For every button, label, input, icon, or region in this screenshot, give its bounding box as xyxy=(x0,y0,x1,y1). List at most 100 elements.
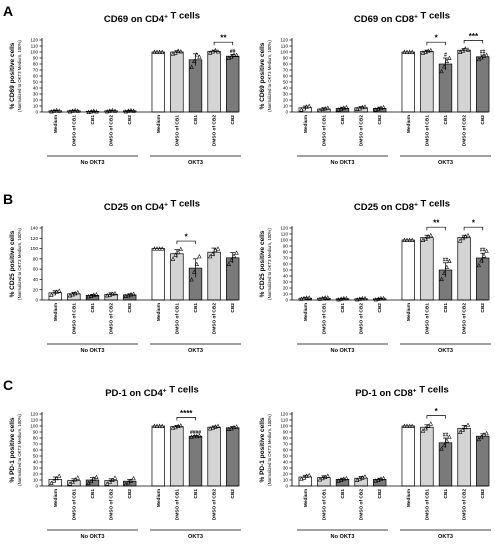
data-point xyxy=(178,423,183,428)
data-point xyxy=(463,46,468,51)
data-point xyxy=(160,423,165,428)
bar xyxy=(438,63,453,113)
y-tick-label: 50 xyxy=(283,268,289,273)
data-point xyxy=(210,251,215,256)
data-point xyxy=(404,423,410,428)
y-tick-label: 110 xyxy=(281,418,289,423)
x-tick-label: CB1 xyxy=(90,303,96,313)
y-tick-label: 80 xyxy=(33,62,39,67)
x-tick-label: DMSO of CB1 xyxy=(174,115,180,147)
x-tick-label: CB1 xyxy=(443,303,449,313)
x-tick-label: CB1 xyxy=(193,489,199,499)
data-point xyxy=(402,237,407,242)
data-point xyxy=(197,433,202,438)
y-tick-label: 60 xyxy=(33,74,39,79)
data-point xyxy=(131,291,136,296)
x-tick-label: CB1 xyxy=(193,115,199,125)
data-point xyxy=(89,293,94,298)
data-point xyxy=(91,108,96,113)
data-point xyxy=(234,424,239,429)
bar xyxy=(188,435,203,487)
data-point xyxy=(192,269,197,274)
data-point xyxy=(110,291,115,296)
data-point xyxy=(178,246,183,252)
data-point xyxy=(336,478,341,483)
data-point xyxy=(428,47,433,53)
hash-annotation: ## xyxy=(443,257,449,263)
data-point xyxy=(89,109,94,114)
bar xyxy=(151,248,165,301)
chart-title: CD69 on CD8+ T cells xyxy=(354,11,450,26)
data-point xyxy=(112,475,118,480)
chart-title: PD-1 on CD8+ T cells xyxy=(355,385,449,400)
x-tick-label: DMSO of CB2 xyxy=(212,489,218,521)
y-tick-label: 20 xyxy=(283,286,289,291)
data-point xyxy=(189,277,194,282)
hash-annotation: ## xyxy=(480,248,486,254)
x-tick-label: CB1 xyxy=(340,489,346,499)
x-tick-label: DMSO of CB2 xyxy=(359,115,365,147)
data-point xyxy=(176,48,181,53)
data-point xyxy=(357,296,362,301)
data-point xyxy=(447,258,452,263)
significance-label: ** xyxy=(220,34,227,43)
data-point xyxy=(410,49,415,54)
data-point xyxy=(410,423,415,428)
hash-annotation: ## xyxy=(480,50,486,56)
y-axis-sublabel: (Normalized to OKT3 Medium, 100%) xyxy=(17,40,22,112)
data-point xyxy=(234,52,239,57)
hash-annotation: ## xyxy=(230,49,236,55)
y-tick-label: 20 xyxy=(33,98,39,103)
data-point xyxy=(107,292,112,297)
significance-bracket xyxy=(176,417,196,421)
data-point xyxy=(54,289,59,294)
data-point xyxy=(75,108,80,113)
hash-annotation: ## xyxy=(443,433,449,439)
data-point xyxy=(381,475,386,481)
data-point xyxy=(215,246,221,251)
y-tick-label: 30 xyxy=(33,466,39,471)
y-tick-label: 60 xyxy=(33,267,39,272)
data-point xyxy=(481,253,487,258)
data-point xyxy=(325,295,330,300)
group-label: OKT3 xyxy=(188,348,203,354)
y-tick-label: 50 xyxy=(283,454,289,459)
data-point xyxy=(126,108,131,113)
y-tick-label: 120 xyxy=(30,38,38,43)
data-point xyxy=(170,425,176,430)
data-point xyxy=(362,474,368,479)
data-point xyxy=(362,104,368,109)
data-point xyxy=(381,104,386,110)
data-point xyxy=(420,50,426,55)
y-tick-label: 30 xyxy=(283,280,289,285)
bar xyxy=(401,425,415,487)
data-point xyxy=(439,276,444,281)
panel-letter-a: A xyxy=(3,3,13,19)
data-point xyxy=(447,55,452,60)
data-point xyxy=(94,109,99,114)
significance-label: **** xyxy=(180,409,193,418)
data-point xyxy=(49,109,54,114)
data-point xyxy=(439,68,444,74)
data-point xyxy=(215,49,221,54)
data-point xyxy=(341,105,346,110)
y-axis-sublabel: (Normalized to OKT3 Medium, 100%) xyxy=(17,414,22,486)
significance-bracket xyxy=(426,226,446,231)
data-point xyxy=(426,423,431,428)
x-tick-label: CB2 xyxy=(127,115,133,125)
data-point xyxy=(484,52,489,57)
bar xyxy=(401,51,415,113)
data-point xyxy=(208,426,213,431)
data-point xyxy=(170,256,176,261)
y-tick-label: 70 xyxy=(33,68,39,73)
y-tick-label: 90 xyxy=(33,56,39,61)
y-tick-label: 30 xyxy=(283,92,289,97)
data-point xyxy=(307,472,312,478)
group-label: No OKT3 xyxy=(331,348,355,354)
panel-letter-b: B xyxy=(3,191,13,207)
data-point xyxy=(360,104,365,110)
y-axis-label: % CD25 positive cells xyxy=(9,230,16,297)
bar xyxy=(151,425,165,487)
data-point xyxy=(428,232,433,238)
data-point xyxy=(407,49,412,54)
